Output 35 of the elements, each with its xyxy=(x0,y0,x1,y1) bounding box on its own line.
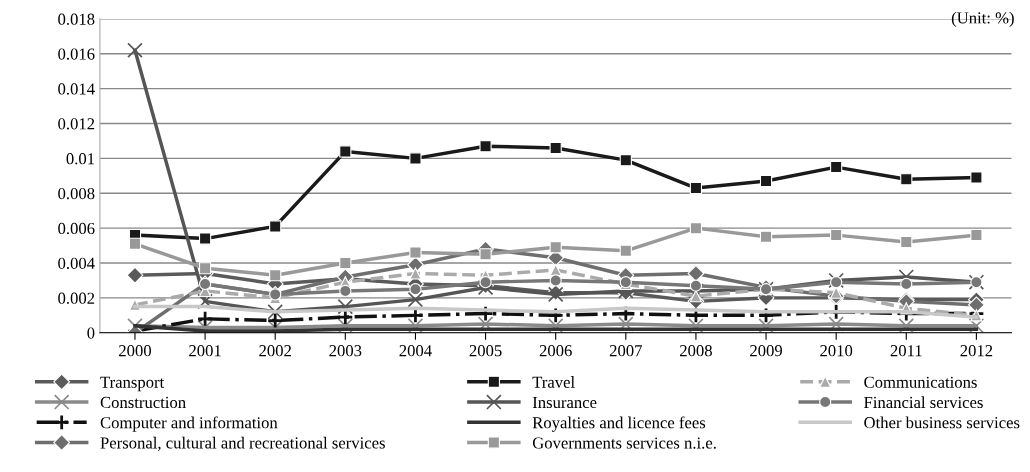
legend-label: Transport xyxy=(100,376,165,392)
legend-label: Royalties and licence fees xyxy=(532,416,706,432)
y-tick-label: 0 xyxy=(87,327,95,339)
y-tick-label: 0.014 xyxy=(58,83,95,95)
x-tick-label: 2012 xyxy=(960,345,993,357)
x-tick-label: 2001 xyxy=(189,345,221,357)
x-tick-label: 2000 xyxy=(119,345,151,357)
x-tick-label: 2005 xyxy=(469,345,502,357)
legend-label: Travel xyxy=(532,376,575,388)
x-tick-label: 2004 xyxy=(399,345,432,357)
legend-label: Computer and information xyxy=(100,416,278,432)
x-tick-label: 2006 xyxy=(539,345,572,357)
x-tick-label: 2003 xyxy=(329,345,362,357)
legend-label: Governments services n.i.e. xyxy=(532,437,716,449)
y-tick-label: 0.008 xyxy=(58,187,95,200)
x-tick-label: 2010 xyxy=(820,345,853,357)
legend-label: Financial services xyxy=(864,396,983,409)
y-tick-label: 0.004 xyxy=(58,257,95,270)
legend-label: Construction xyxy=(100,396,186,409)
legend-label: Communications xyxy=(864,376,977,388)
x-tick-label: 2008 xyxy=(679,345,712,357)
y-tick-label: 0.012 xyxy=(58,118,95,130)
legend-label: Personal, cultural and recreational services xyxy=(100,436,385,451)
x-tick-label: 2009 xyxy=(750,345,783,357)
y-tick-label: 0.01 xyxy=(66,153,95,165)
y-tick-label: 0.002 xyxy=(58,292,95,304)
legend-label: Insurance xyxy=(532,396,597,409)
y-tick-label: 0.006 xyxy=(58,222,95,235)
legend-label: Other business services xyxy=(864,416,1020,429)
y-tick-label: 0.018 xyxy=(58,13,95,25)
annotation: (Unit: %) xyxy=(951,11,1014,27)
y-tick-label: 0.016 xyxy=(58,48,95,60)
x-tick-label: 2011 xyxy=(890,345,922,357)
x-tick-label: 2007 xyxy=(609,345,642,357)
x-tick-label: 2002 xyxy=(259,345,291,357)
